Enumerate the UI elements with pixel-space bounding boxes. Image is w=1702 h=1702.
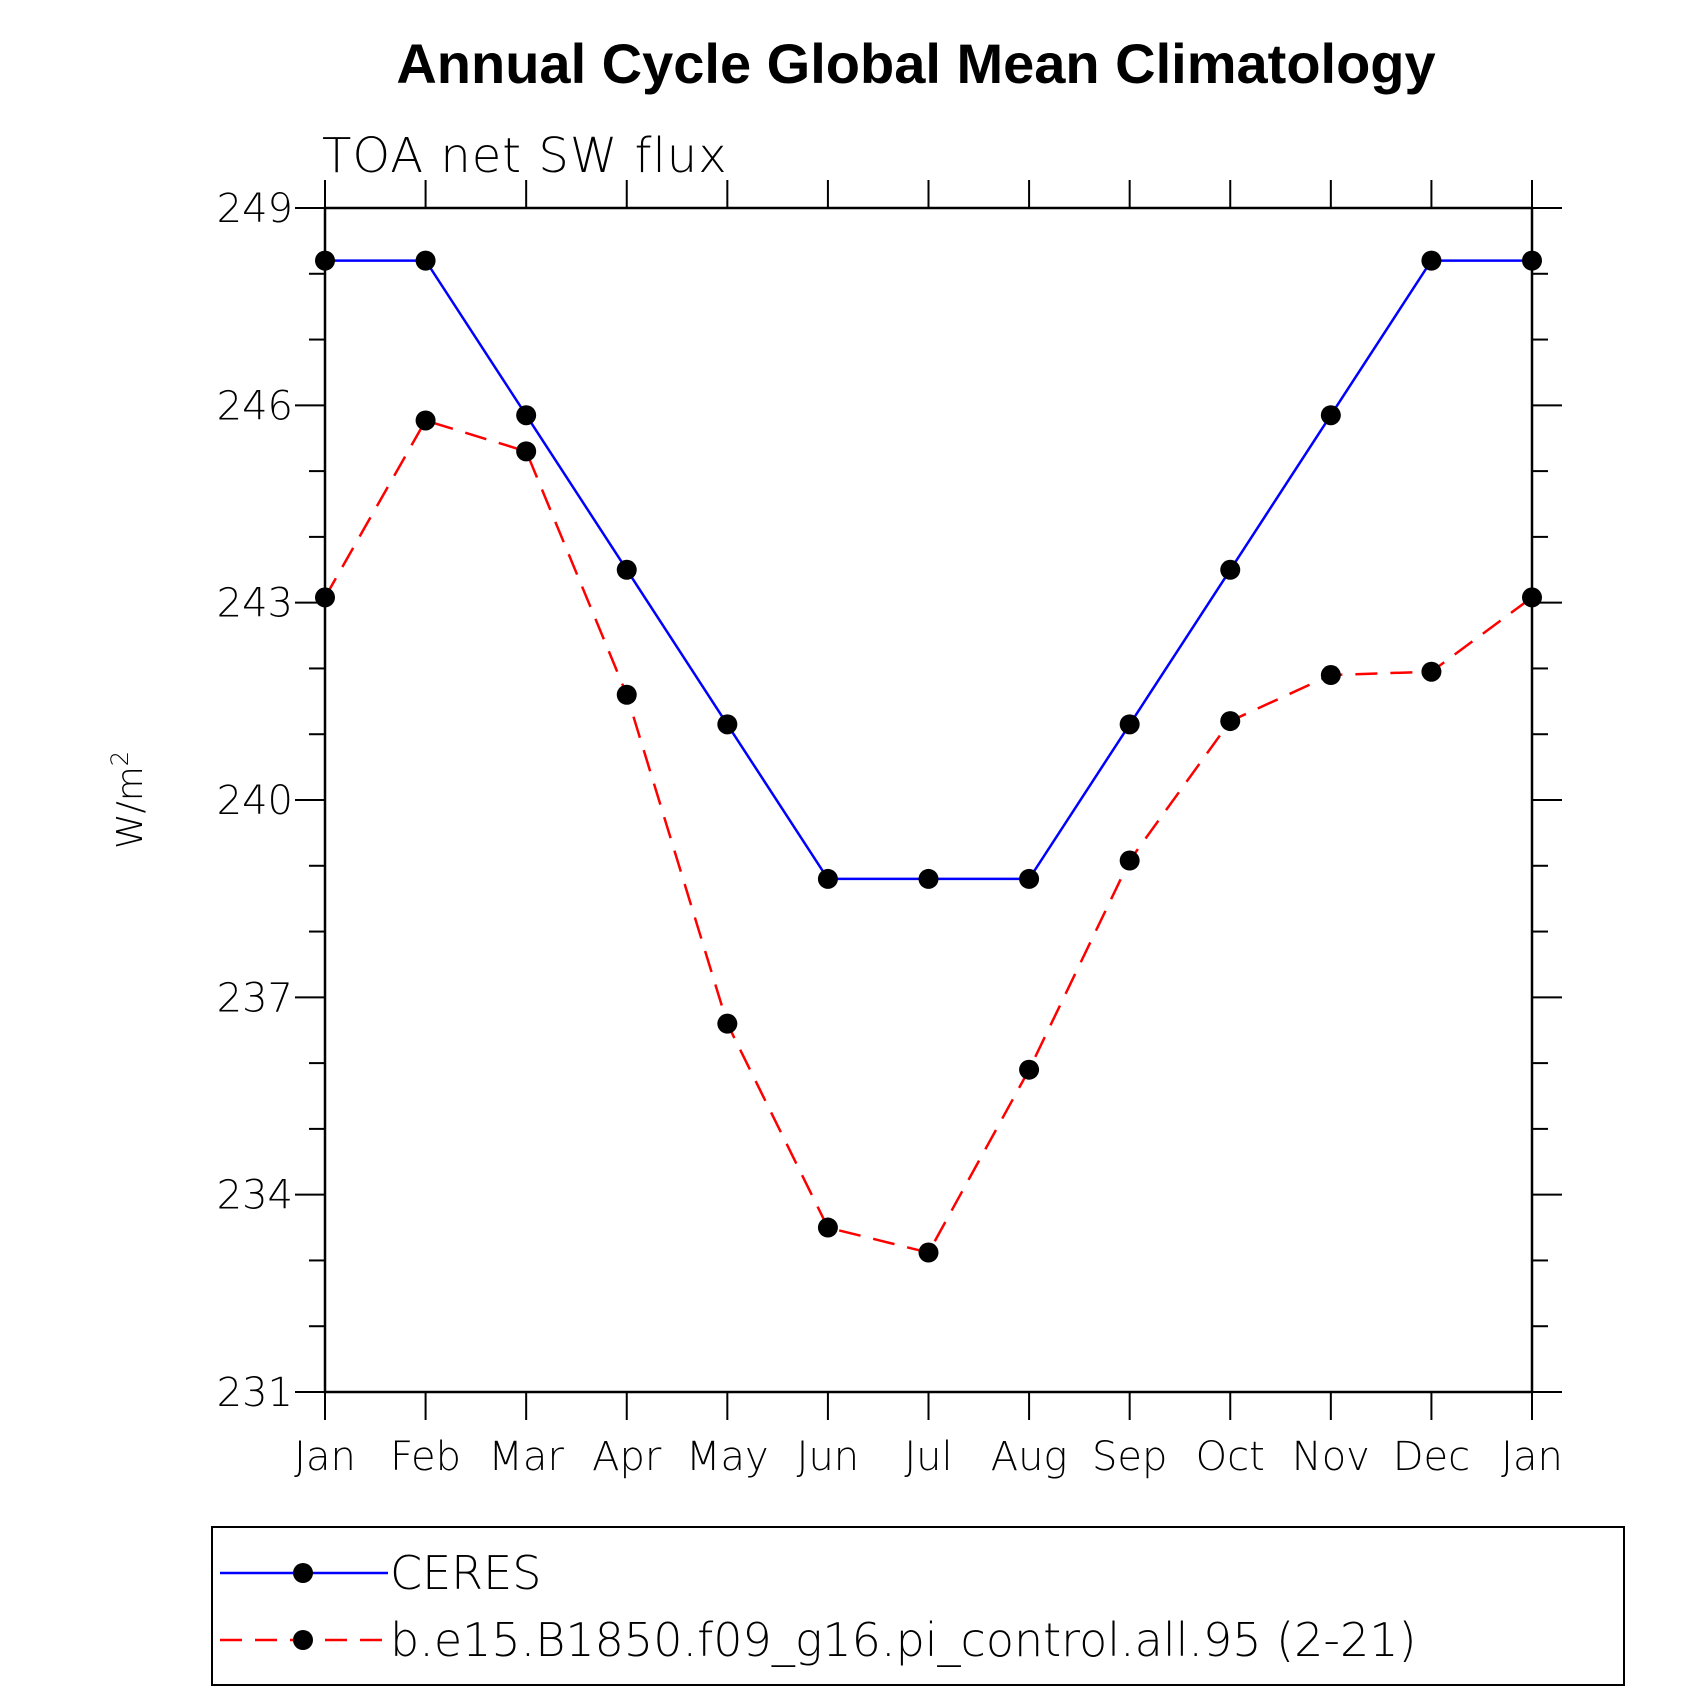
data-point [616, 559, 637, 580]
series-line [325, 259, 1532, 881]
legend-label: b.e15.B1850.f09_g16.pi_control.all.95 (2… [390, 1613, 1416, 1667]
data-point [717, 714, 738, 735]
data-point [315, 587, 335, 608]
data-point [1119, 850, 1140, 871]
y-axis-label: W/m2 [106, 751, 151, 849]
legend-label: CERES [390, 1546, 541, 1600]
data-point [516, 405, 537, 426]
legend-box [211, 1526, 1625, 1686]
data-point [1522, 587, 1542, 608]
chart-subtitle: TOA net SW flux [322, 128, 728, 184]
y-tick-label: 237 [217, 975, 293, 1021]
data-point [1421, 250, 1442, 271]
data-point [616, 684, 637, 705]
y-axis-label-superscript: 2 [106, 751, 134, 766]
data-point [1220, 711, 1241, 732]
y-tick-label: 243 [217, 581, 293, 627]
data-point [415, 250, 436, 271]
y-tick-label: 249 [217, 186, 293, 232]
data-point [1019, 868, 1040, 889]
x-tick-label: Jan [1501, 1434, 1563, 1480]
y-tick-label: 246 [217, 383, 293, 429]
data-point [1320, 405, 1341, 426]
y-tick-label: 231 [217, 1370, 293, 1416]
x-tick-label: Oct [1196, 1434, 1265, 1480]
chart-title: Annual Cycle Global Mean Climatology [396, 32, 1435, 95]
x-tick-label: Nov [1292, 1434, 1370, 1480]
data-point [1119, 714, 1140, 735]
x-tick-label: Apr [592, 1434, 662, 1480]
y-axis-label-unit: W/m [110, 766, 151, 849]
data-point [1320, 665, 1341, 686]
x-tick-label: Sep [1092, 1434, 1167, 1480]
x-tick-label: Jul [904, 1434, 952, 1480]
series-1 [315, 250, 1542, 889]
data-point [1522, 250, 1542, 271]
x-tick-label: Aug [991, 1434, 1068, 1480]
data-point [1019, 1059, 1040, 1080]
y-tick-label: 234 [217, 1173, 293, 1219]
x-tick-label: Feb [390, 1434, 461, 1480]
x-tick-label: May [686, 1434, 769, 1480]
data-point [817, 1217, 838, 1238]
data-point [315, 250, 335, 271]
series-2 [315, 410, 1542, 1263]
data-point [918, 868, 939, 889]
data-point [1421, 661, 1442, 682]
y-tick-label: 240 [217, 778, 293, 824]
data-point [817, 868, 838, 889]
legend-marker [293, 1563, 313, 1583]
x-tick-label: Jan [294, 1434, 356, 1480]
y-axis: 249 246 243 240 237 234 231 [217, 186, 1562, 1416]
x-tick-label: Mar [488, 1434, 564, 1480]
x-tick-label: Dec [1393, 1434, 1470, 1480]
x-axis: Jan Feb Mar Apr May Jun Jul Aug Sep Oct Nov Dec Jan [294, 180, 1563, 1480]
legend-marker [293, 1630, 313, 1650]
data-point [717, 1013, 738, 1034]
data-point [516, 441, 537, 462]
legend: CERES b.e15.B1850.f09_g16.pi_control.all.… [211, 1526, 1625, 1686]
series-layer [315, 250, 1542, 1263]
data-point [918, 1242, 939, 1263]
x-tick-label: Jun [797, 1434, 860, 1480]
data-point [415, 410, 436, 431]
data-point [1220, 559, 1241, 580]
series-line [323, 419, 1533, 1255]
